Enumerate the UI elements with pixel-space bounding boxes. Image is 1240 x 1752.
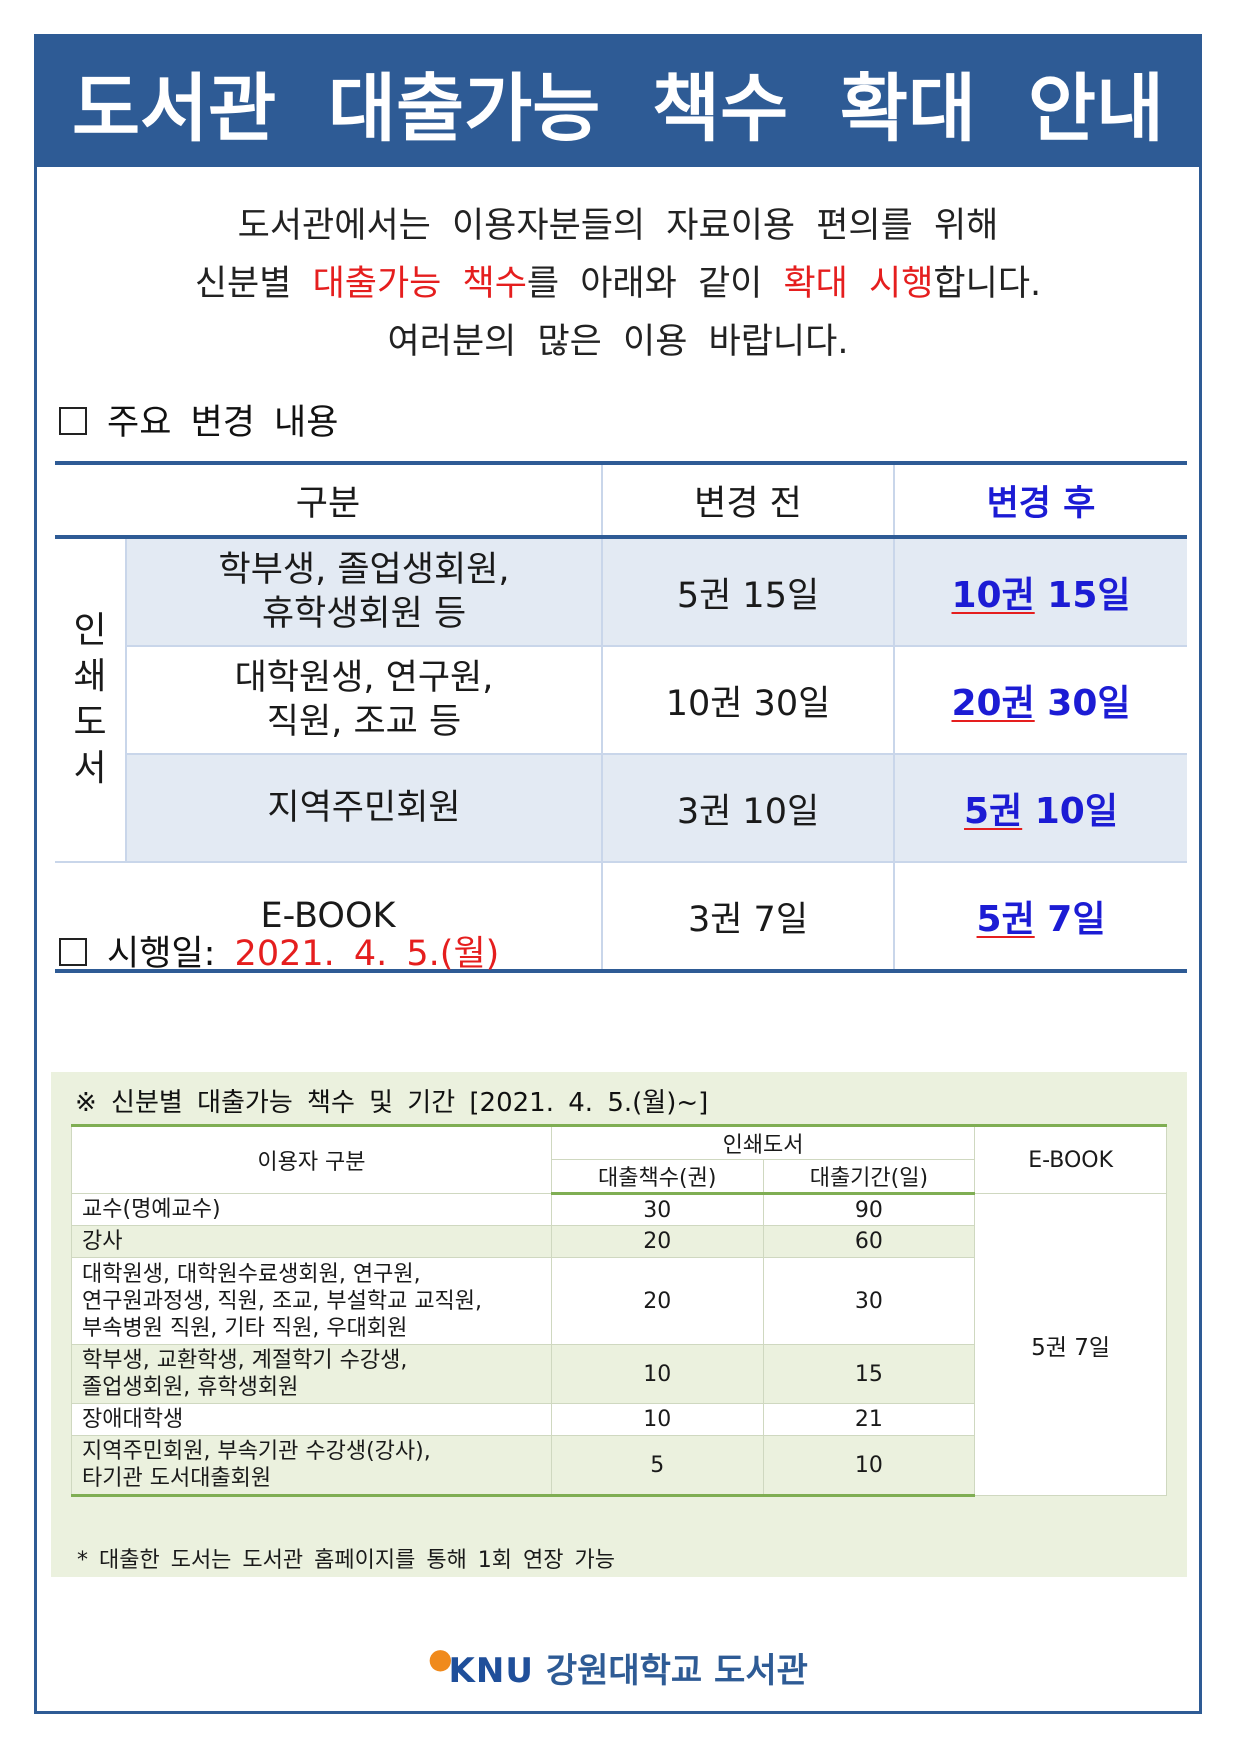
after-days: 15일 [1047,575,1131,616]
loan-period-cell: 30 [762,1257,976,1345]
category-line: 학부생, 졸업생회원, [218,550,510,590]
section-changes-heading: 주요 변경 내용 [59,394,338,445]
user-type-cell: 장애대학생 [71,1403,552,1436]
after-days: 7일 [1047,899,1106,940]
renewal-note: * 대출한 도서는 도서관 홈페이지를 통해 1회 연장 가능 [77,1548,615,1573]
intro-text: 도서관에서는 이용자분들의 자료이용 편의를 위해 신분별 대출가능 책수를 아… [37,197,1199,371]
table-row: 교수(명예교수) 30 90 5권 7일 [71,1193,1167,1496]
row-before: 10권 30일 [602,646,895,755]
user-type-cell: 강사 [71,1225,552,1258]
row-after: 20권 30일 [894,646,1187,755]
header-loan-period: 대출기간(일) [762,1159,976,1195]
category-line: 대학원생, 연구원, [234,658,494,698]
row-after: 5권 7일 [894,862,1187,973]
user-type-line: 졸업생회원, 휴학생회원 [82,1375,299,1400]
loan-period-cell: 15 [762,1344,976,1404]
user-type-cell: 지역주민회원, 부속기관 수강생(강사), 타기관 도서대출회원 [71,1435,552,1497]
after-books: 5권 [976,899,1035,940]
row-before: 3권 10일 [602,754,895,863]
university-library-logo: ●KNU 강원대학교 도서관 [37,1642,1199,1692]
row-after: 10권 15일 [894,537,1187,647]
row-category: 지역주민회원 [126,754,603,863]
user-type-line: 타기관 도서대출회원 [82,1466,272,1491]
loan-period-cell: 10 [762,1435,976,1497]
logo-dot-icon: ● [428,1642,453,1675]
intro-line-1: 도서관에서는 이용자분들의 자료이용 편의를 위해 [237,206,999,246]
header-loan-count: 대출책수(권) [550,1159,764,1195]
header-print-books: 인쇄도서 [550,1124,976,1160]
table-row: 지역주민회원, 부속기관 수강생(강사), 타기관 도서대출회원 5 10 [71,1435,1167,1497]
detail-title: ※ 신분별 대출가능 책수 및 기간 [2021. 4. 5.(월)~] [75,1088,709,1118]
changes-row-ebook: E-BOOK 3권 7일 5권 7일 [55,862,1187,973]
loan-count-cell: 30 [550,1193,764,1226]
section-date-heading: 시행일: 2021. 4. 5.(월) [59,925,499,976]
highlight-loan-count: 대출가능 책수 [312,264,527,304]
after-books: 10권 [951,575,1035,616]
user-type-line: 학부생, 교환학생, 계절학기 수강생, [82,1348,408,1373]
logo-mark: KNU [448,1651,534,1691]
changes-row: 대학원생, 연구원, 직원, 조교 등 10권 30일 20권 30일 [55,646,1187,755]
table-row: 학부생, 교환학생, 계절학기 수강생, 졸업생회원, 휴학생회원 10 15 [71,1344,1167,1404]
detail-box: ※ 신분별 대출가능 책수 및 기간 [2021. 4. 5.(월)~] 이용자… [51,1072,1187,1577]
after-books: 20권 [951,683,1035,724]
category-line: 직원, 조교 등 [266,702,462,742]
header-user-type: 이용자 구분 [71,1124,552,1194]
user-type-line: 지역주민회원, 부속기관 수강생(강사), [82,1439,431,1464]
user-type-line: 연구원과정생, 직원, 조교, 부설학교 교직원, [82,1288,483,1314]
header-category: 구분 [55,461,603,539]
effective-date-label: 시행일: [107,934,216,974]
detail-table: 이용자 구분 인쇄도서 E-BOOK 대출책수(권) 대출기간(일) 교수(명예… [71,1124,1167,1497]
row-before: 5권 15일 [602,537,895,647]
notice-frame: 도서관 대출가능 책수 확대 안내 도서관에서는 이용자분들의 자료이용 편의를… [34,34,1202,1714]
user-type-line: 부속병원 직원, 기타 직원, 우대회원 [82,1315,408,1341]
section-changes-title: 주요 변경 내용 [107,403,339,443]
table-row: 장애대학생 10 21 [71,1403,1167,1436]
loan-period-cell: 21 [762,1403,976,1436]
header-after: 변경 후 [894,461,1187,539]
intro-line-2-part: 신분별 [194,264,313,304]
logo-text: 강원대학교 도서관 [545,1651,808,1691]
category-line: 휴학생회원 등 [261,594,467,634]
user-type-cell: 대학원생, 대학원수료생회원, 연구원, 연구원과정생, 직원, 조교, 부설학교… [71,1257,552,1345]
row-category: E-BOOK [55,862,603,973]
ebook-value: 5권 7일 [974,1193,1167,1496]
loan-period-cell: 60 [762,1225,976,1258]
intro-line-2-part: 를 아래와 같이 [526,264,784,304]
detail-subheader-row: 대출책수(권) 대출기간(일) [72,1159,1167,1195]
row-after: 5권 10일 [894,754,1187,863]
user-type-cell: 교수(명예교수) [71,1193,552,1226]
changes-header-row: 구분 변경 전 변경 후 [55,461,1187,539]
intro-line-3: 여러분의 많은 이용 바랍니다. [387,322,849,362]
square-bullet-icon [59,407,87,435]
square-bullet-icon [59,938,87,966]
effective-date: 2021. 4. 5.(월) [234,934,500,974]
loan-count-cell: 10 [550,1403,764,1436]
user-type-line: 대학원생, 대학원수료생회원, 연구원, [82,1261,421,1287]
table-row: 대학원생, 대학원수료생회원, 연구원, 연구원과정생, 직원, 조교, 부설학교… [71,1257,1167,1345]
row-category: 대학원생, 연구원, 직원, 조교 등 [126,646,603,755]
table-row: 강사 20 60 [71,1225,1167,1258]
header-ebook: E-BOOK [974,1124,1167,1194]
changes-row: 지역주민회원 3권 10일 5권 10일 [55,754,1187,863]
loan-count-cell: 20 [550,1225,764,1258]
highlight-expansion: 확대 시행 [783,264,934,304]
loan-count-cell: 10 [550,1344,764,1404]
loan-count-cell: 5 [550,1435,764,1497]
row-category: 학부생, 졸업생회원, 휴학생회원 등 [126,537,603,647]
user-type-cell: 학부생, 교환학생, 계절학기 수강생, 졸업생회원, 휴학생회원 [71,1344,552,1404]
after-days: 30일 [1047,683,1131,724]
header-before: 변경 전 [602,461,895,539]
page-title: 도서관 대출가능 책수 확대 안내 [37,37,1199,167]
loan-period-cell: 90 [762,1193,976,1226]
loan-count-cell: 20 [550,1257,764,1345]
after-days: 10일 [1034,791,1118,832]
after-books: 5권 [964,791,1023,832]
row-before: 3권 7일 [602,862,895,973]
intro-line-2-part: 합니다. [933,264,1042,304]
intro-line-2: 신분별 대출가능 책수를 아래와 같이 확대 시행합니다. [37,255,1199,313]
detail-header-row: 이용자 구분 인쇄도서 E-BOOK [71,1124,1167,1194]
